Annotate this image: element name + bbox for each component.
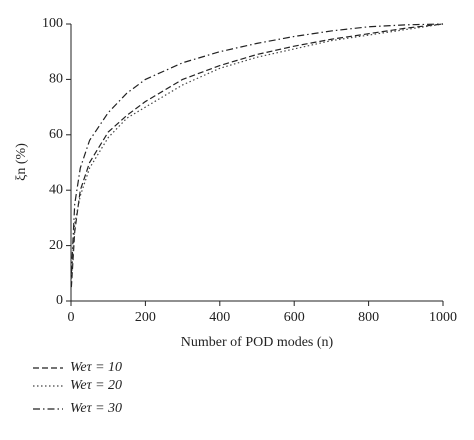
y-tick-label: 0 [56,293,63,308]
x-tick-label: 400 [209,310,230,325]
x-tick-label: 1000 [429,310,457,325]
line-series [70,23,444,274]
x-tick-label: 800 [358,310,379,325]
y-tick-label: 40 [49,182,63,197]
line-series [70,23,444,288]
line-series [70,23,444,279]
legend-label: Weτ = 30 [70,401,122,416]
legend-label: Weτ = 20 [70,378,122,393]
x-tick-label: 0 [68,310,75,325]
x-axis-label: Number of POD modes (n) [181,335,334,350]
x-tick-label: 200 [135,310,156,325]
y-axis-label: ξn (%) [14,143,29,181]
legend-label: Weτ = 10 [70,360,122,375]
y-tick-label: 60 [49,127,63,142]
x-tick-label: 600 [284,310,305,325]
y-tick-label: 100 [42,16,63,31]
y-tick-label: 20 [49,238,63,253]
y-tick-label: 80 [49,72,63,87]
